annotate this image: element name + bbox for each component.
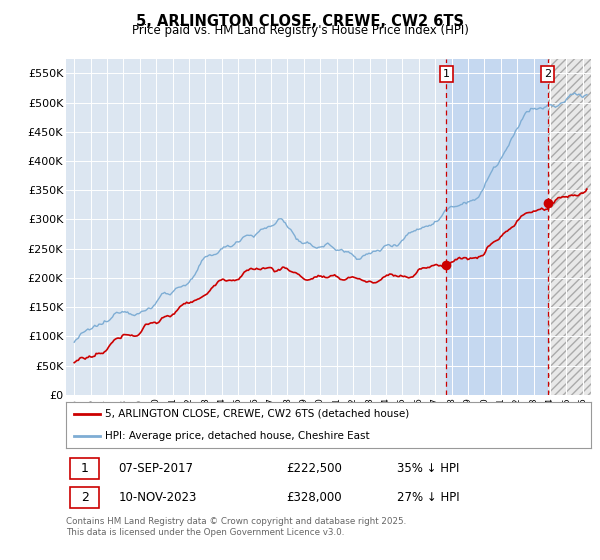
Text: 5, ARLINGTON CLOSE, CREWE, CW2 6TS: 5, ARLINGTON CLOSE, CREWE, CW2 6TS: [136, 14, 464, 29]
Text: 5, ARLINGTON CLOSE, CREWE, CW2 6TS (detached house): 5, ARLINGTON CLOSE, CREWE, CW2 6TS (deta…: [106, 409, 410, 419]
Text: 2: 2: [544, 69, 551, 79]
Text: 35% ↓ HPI: 35% ↓ HPI: [397, 462, 459, 475]
Text: 1: 1: [80, 462, 89, 475]
Text: £222,500: £222,500: [287, 462, 343, 475]
Text: 2: 2: [80, 491, 89, 504]
Text: £328,000: £328,000: [287, 491, 342, 504]
FancyBboxPatch shape: [70, 487, 99, 508]
Text: Contains HM Land Registry data © Crown copyright and database right 2025.
This d: Contains HM Land Registry data © Crown c…: [66, 517, 406, 537]
FancyBboxPatch shape: [70, 458, 99, 479]
Text: HPI: Average price, detached house, Cheshire East: HPI: Average price, detached house, Ches…: [106, 431, 370, 441]
Bar: [548, 59, 591, 395]
Text: 10-NOV-2023: 10-NOV-2023: [119, 491, 197, 504]
Text: 27% ↓ HPI: 27% ↓ HPI: [397, 491, 460, 504]
Text: 07-SEP-2017: 07-SEP-2017: [119, 462, 193, 475]
Text: 1: 1: [443, 69, 450, 79]
Bar: [548, 59, 591, 395]
Text: Price paid vs. HM Land Registry's House Price Index (HPI): Price paid vs. HM Land Registry's House …: [131, 24, 469, 36]
Bar: [446, 59, 548, 395]
